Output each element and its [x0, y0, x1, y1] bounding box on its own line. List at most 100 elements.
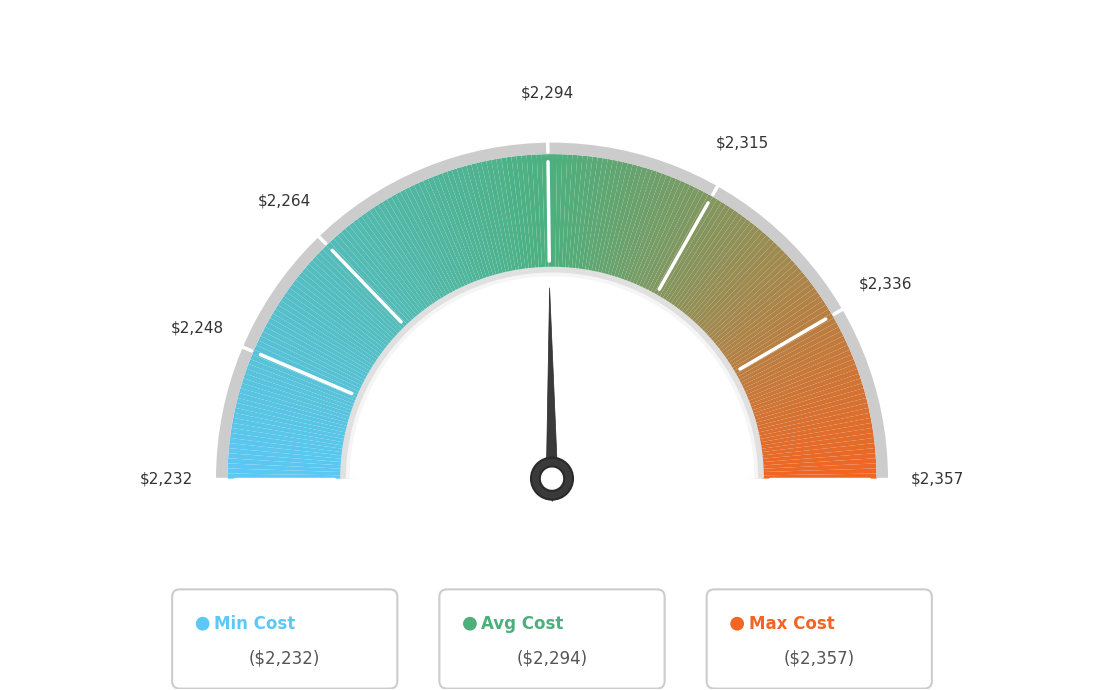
Wedge shape	[722, 288, 817, 358]
Wedge shape	[656, 197, 718, 298]
Wedge shape	[378, 202, 443, 302]
Text: Min Cost: Min Cost	[214, 615, 296, 633]
Wedge shape	[762, 464, 877, 472]
Wedge shape	[762, 458, 877, 469]
Wedge shape	[261, 331, 365, 386]
Wedge shape	[256, 340, 362, 392]
Wedge shape	[752, 378, 862, 417]
Wedge shape	[661, 202, 726, 302]
Wedge shape	[322, 246, 406, 330]
Wedge shape	[471, 163, 503, 275]
Wedge shape	[405, 187, 459, 292]
Wedge shape	[562, 155, 572, 269]
Wedge shape	[309, 260, 396, 339]
Wedge shape	[230, 438, 343, 455]
Wedge shape	[346, 226, 421, 317]
Wedge shape	[623, 173, 667, 282]
Text: $2,232: $2,232	[140, 471, 193, 486]
Wedge shape	[302, 268, 392, 345]
Wedge shape	[604, 164, 638, 276]
Wedge shape	[636, 181, 686, 287]
Wedge shape	[251, 355, 358, 402]
Wedge shape	[349, 222, 423, 315]
Wedge shape	[395, 192, 454, 295]
Wedge shape	[461, 166, 497, 277]
Wedge shape	[233, 413, 347, 440]
Wedge shape	[296, 276, 389, 350]
Wedge shape	[374, 205, 439, 303]
Wedge shape	[236, 398, 349, 430]
Wedge shape	[486, 160, 512, 273]
Wedge shape	[700, 249, 785, 333]
Text: $2,248: $2,248	[171, 320, 224, 335]
Polygon shape	[546, 288, 558, 502]
Wedge shape	[511, 156, 529, 270]
Wedge shape	[382, 199, 445, 299]
Circle shape	[531, 457, 573, 500]
Wedge shape	[654, 195, 713, 296]
Wedge shape	[353, 219, 426, 313]
Wedge shape	[232, 418, 346, 442]
Wedge shape	[757, 413, 871, 440]
Wedge shape	[686, 228, 763, 319]
Wedge shape	[762, 473, 877, 479]
Wedge shape	[287, 288, 382, 358]
Wedge shape	[559, 155, 567, 269]
Wedge shape	[234, 408, 347, 436]
Wedge shape	[546, 154, 552, 268]
Wedge shape	[312, 257, 399, 337]
Wedge shape	[400, 190, 457, 293]
Wedge shape	[733, 313, 834, 375]
Text: $2,264: $2,264	[258, 193, 311, 208]
Wedge shape	[758, 423, 872, 446]
Wedge shape	[299, 272, 390, 347]
Text: $2,357: $2,357	[911, 471, 964, 486]
Text: $2,294: $2,294	[520, 86, 574, 101]
Text: Max Cost: Max Cost	[749, 615, 835, 633]
Circle shape	[463, 617, 477, 631]
Wedge shape	[715, 276, 808, 350]
Wedge shape	[258, 336, 363, 389]
Wedge shape	[647, 190, 704, 293]
Wedge shape	[457, 167, 493, 278]
Wedge shape	[555, 154, 562, 268]
Wedge shape	[588, 159, 613, 273]
Wedge shape	[641, 185, 694, 290]
Wedge shape	[243, 373, 353, 414]
Wedge shape	[667, 208, 734, 305]
Wedge shape	[753, 383, 863, 420]
Wedge shape	[747, 359, 856, 404]
Wedge shape	[248, 359, 357, 404]
Wedge shape	[358, 216, 428, 310]
Wedge shape	[761, 443, 875, 459]
Wedge shape	[569, 155, 583, 270]
Wedge shape	[245, 368, 354, 411]
Wedge shape	[565, 155, 577, 269]
Wedge shape	[361, 213, 432, 308]
Wedge shape	[638, 183, 690, 288]
Wedge shape	[227, 469, 342, 475]
Wedge shape	[582, 157, 603, 271]
Wedge shape	[761, 438, 874, 455]
Wedge shape	[762, 453, 875, 466]
Wedge shape	[751, 373, 861, 414]
Wedge shape	[585, 158, 608, 272]
Wedge shape	[731, 309, 831, 372]
Wedge shape	[273, 309, 373, 372]
Wedge shape	[437, 173, 481, 282]
Wedge shape	[629, 177, 676, 285]
Wedge shape	[607, 166, 643, 277]
Wedge shape	[714, 272, 805, 347]
FancyBboxPatch shape	[172, 589, 397, 689]
Wedge shape	[227, 473, 342, 479]
Wedge shape	[592, 160, 618, 273]
Wedge shape	[242, 378, 352, 417]
Wedge shape	[507, 157, 526, 270]
Wedge shape	[481, 161, 509, 274]
Wedge shape	[691, 235, 771, 324]
Wedge shape	[745, 350, 852, 398]
Wedge shape	[270, 313, 371, 375]
Wedge shape	[737, 327, 841, 384]
Wedge shape	[527, 155, 539, 269]
Wedge shape	[275, 305, 374, 369]
